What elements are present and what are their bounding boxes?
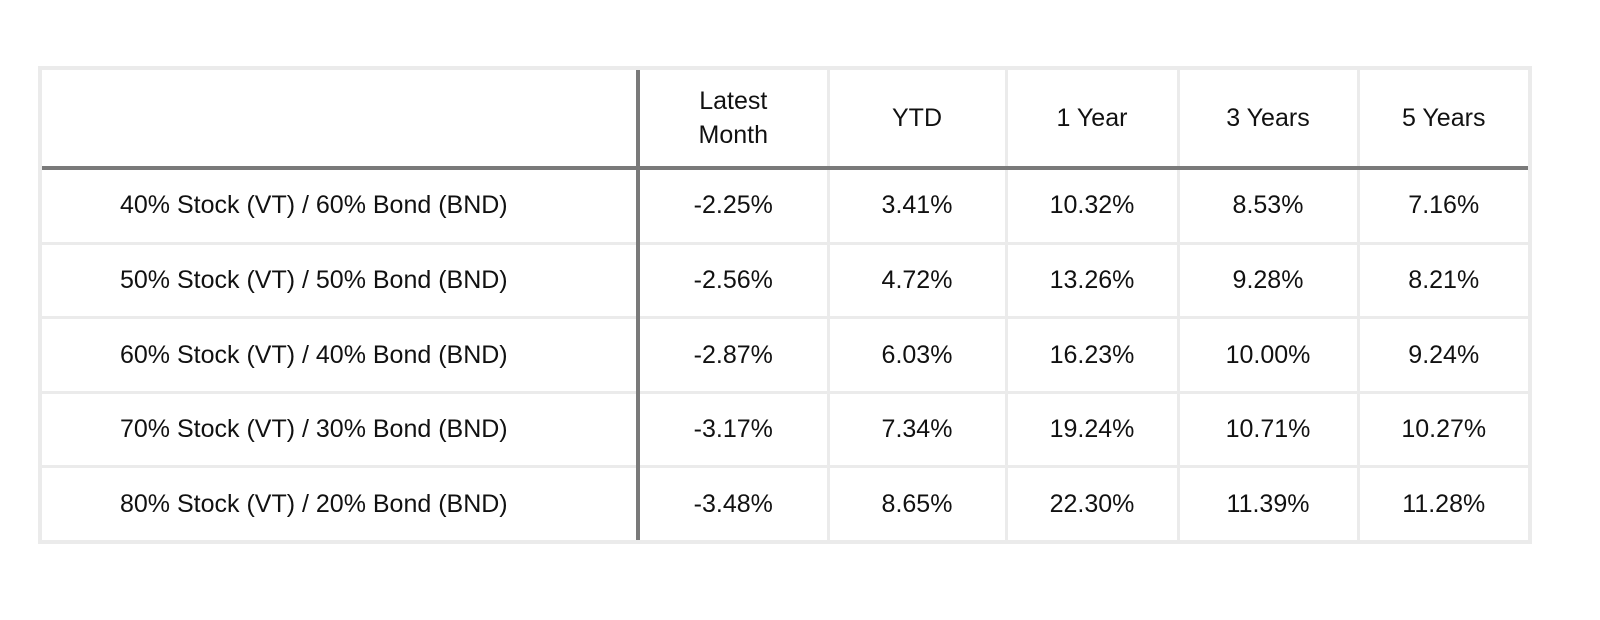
- header-latest-month: Latest Month: [638, 70, 830, 170]
- cell-1-year: 22.30%: [1006, 466, 1180, 540]
- cell-5-years: 8.21%: [1358, 243, 1528, 320]
- cell-ytd: 4.72%: [828, 243, 1008, 320]
- cell-ytd: 6.03%: [828, 317, 1008, 394]
- cell-ytd: 8.65%: [828, 466, 1008, 540]
- cell-portfolio-name: 80% Stock (VT) / 20% Bond (BND): [42, 466, 640, 540]
- cell-3-years: 8.53%: [1178, 168, 1360, 245]
- cell-5-years: 9.24%: [1358, 317, 1528, 394]
- cell-1-year: 10.32%: [1006, 168, 1180, 245]
- cell-3-years: 10.00%: [1178, 317, 1360, 394]
- table-row: 50% Stock (VT) / 50% Bond (BND) -2.56% 4…: [42, 243, 1528, 320]
- header-5-years: 5 Years: [1358, 70, 1528, 170]
- header-row: Latest Month YTD 1 Year 3 Years 5 Years: [42, 70, 1528, 170]
- returns-table-container: Latest Month YTD 1 Year 3 Years 5 Years …: [38, 66, 1532, 544]
- cell-3-years: 11.39%: [1178, 466, 1360, 540]
- header-1-year: 1 Year: [1006, 70, 1180, 170]
- cell-1-year: 16.23%: [1006, 317, 1180, 394]
- cell-portfolio-name: 50% Stock (VT) / 50% Bond (BND): [42, 243, 640, 320]
- cell-portfolio-name: 40% Stock (VT) / 60% Bond (BND): [42, 168, 640, 245]
- cell-portfolio-name: 60% Stock (VT) / 40% Bond (BND): [42, 317, 640, 394]
- table-header: Latest Month YTD 1 Year 3 Years 5 Years: [42, 70, 1528, 170]
- table-row: 70% Stock (VT) / 30% Bond (BND) -3.17% 7…: [42, 392, 1528, 469]
- cell-ytd: 3.41%: [828, 168, 1008, 245]
- cell-latest-month: -3.48%: [638, 466, 830, 540]
- portfolio-returns-table: Latest Month YTD 1 Year 3 Years 5 Years …: [42, 70, 1528, 540]
- header-portfolio: [42, 70, 640, 170]
- cell-3-years: 10.71%: [1178, 392, 1360, 469]
- cell-1-year: 13.26%: [1006, 243, 1180, 320]
- cell-1-year: 19.24%: [1006, 392, 1180, 469]
- header-latest-line2: Month: [698, 121, 768, 149]
- table-row: 80% Stock (VT) / 20% Bond (BND) -3.48% 8…: [42, 466, 1528, 540]
- table-row: 40% Stock (VT) / 60% Bond (BND) -2.25% 3…: [42, 168, 1528, 245]
- cell-latest-month: -3.17%: [638, 392, 830, 469]
- cell-3-years: 9.28%: [1178, 243, 1360, 320]
- cell-5-years: 11.28%: [1402, 489, 1486, 518]
- header-ytd: YTD: [828, 70, 1008, 170]
- table-row: 60% Stock (VT) / 40% Bond (BND) -2.87% 6…: [42, 317, 1528, 394]
- cell-latest-month: -2.25%: [638, 168, 830, 245]
- cell-portfolio-name: 70% Stock (VT) / 30% Bond (BND): [42, 392, 640, 469]
- table-body: 40% Stock (VT) / 60% Bond (BND) -2.25% 3…: [42, 168, 1528, 540]
- cell-latest-month: -2.56%: [638, 243, 830, 320]
- cell-ytd: 7.34%: [828, 392, 1008, 469]
- cell-5-years: 7.16%: [1358, 168, 1528, 245]
- cell-5-years: 10.27%: [1358, 392, 1528, 469]
- header-3-years: 3 Years: [1178, 70, 1360, 170]
- cell-latest-month: -2.87%: [638, 317, 830, 394]
- header-latest-line1: Latest: [699, 87, 768, 115]
